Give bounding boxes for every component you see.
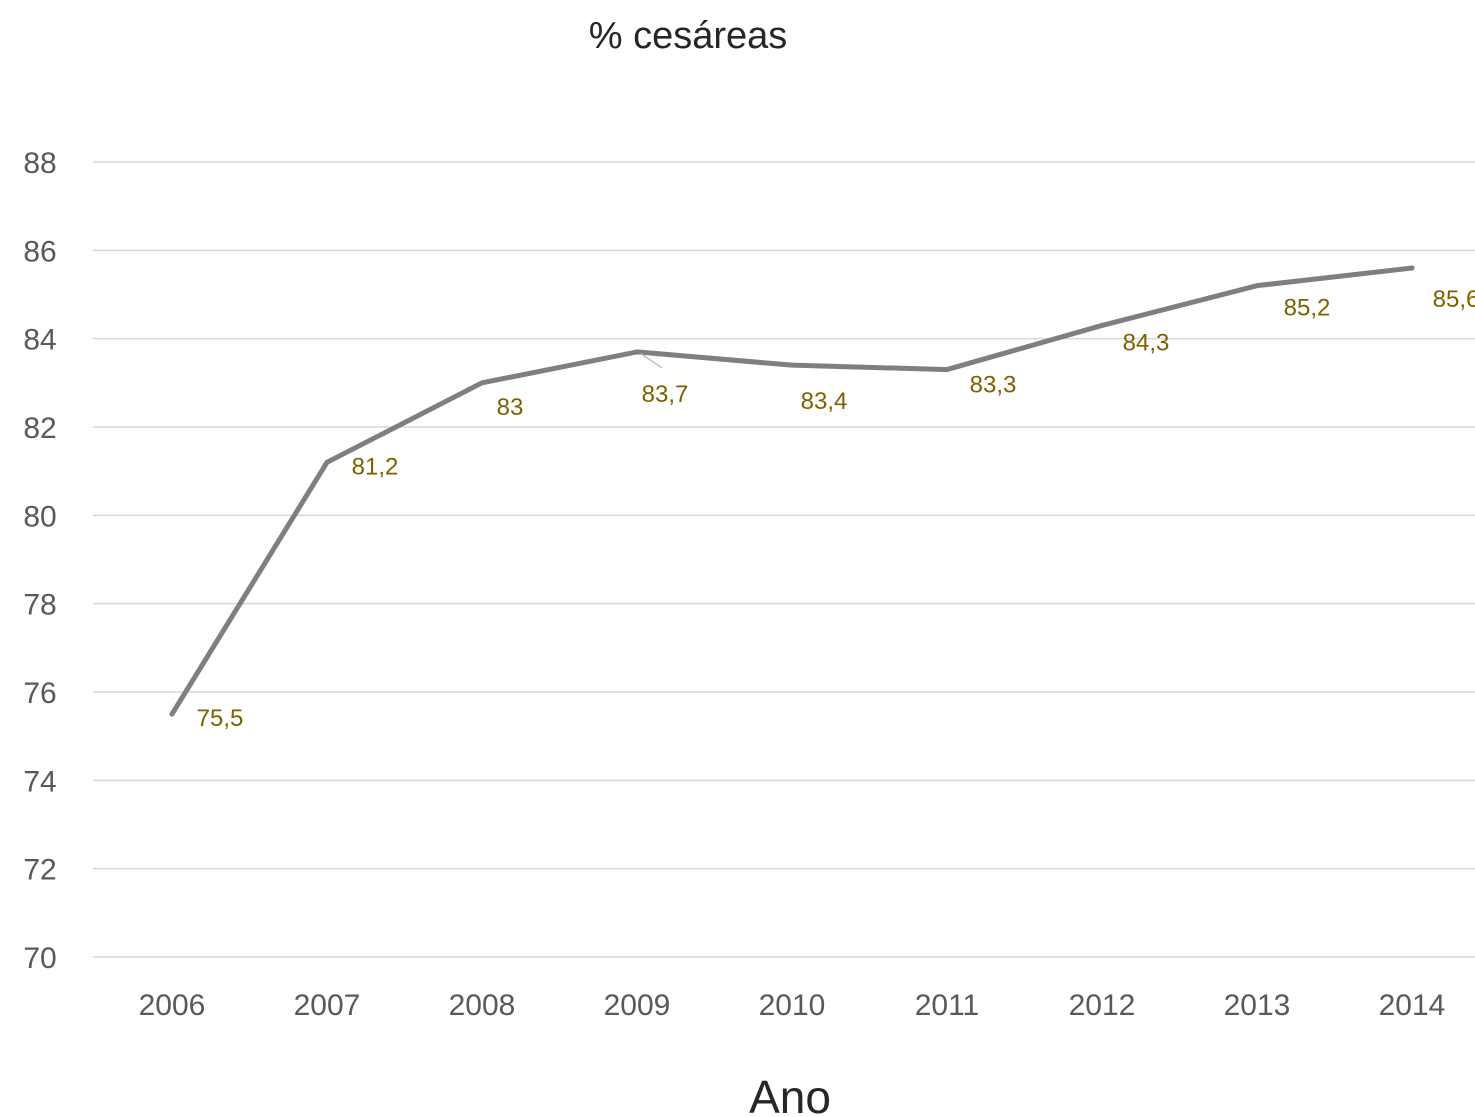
x-tick-label: 2011: [915, 989, 980, 1022]
x-tick-label: 2010: [759, 989, 826, 1022]
data-point: [479, 380, 485, 386]
data-label: 83: [497, 394, 524, 421]
data-label: 85,6: [1433, 286, 1475, 313]
data-point: [1254, 283, 1260, 289]
data-point: [634, 349, 640, 355]
x-tick-label: 2006: [139, 989, 206, 1022]
data-point: [324, 459, 330, 465]
data-label-leader-line: [640, 353, 663, 369]
data-label: 83,3: [970, 372, 1017, 399]
data-point: [789, 362, 795, 368]
x-tick-label: 2007: [294, 989, 361, 1022]
data-label: 83,7: [642, 381, 689, 408]
y-tick-label: 84: [23, 324, 56, 357]
x-tick-label: 2014: [1379, 989, 1446, 1022]
y-tick-label: 86: [23, 235, 56, 268]
data-point: [1099, 322, 1105, 328]
y-tick-label: 82: [23, 412, 56, 445]
x-tick-label: 2013: [1224, 989, 1291, 1022]
data-label: 83,4: [801, 388, 848, 415]
data-label: 75,5: [197, 705, 244, 732]
y-tick-label: 74: [23, 765, 56, 798]
gridlines: [93, 161, 1475, 958]
y-axis-ticks: 70 72 74 76 78 80 82 84 86 88: [23, 147, 56, 975]
x-tick-label: 2012: [1069, 989, 1136, 1022]
data-label: 85,2: [1284, 295, 1331, 322]
y-tick-label: 88: [23, 147, 56, 180]
y-tick-label: 70: [23, 942, 56, 975]
data-labels: 75,5 81,2 83 83,7 83,4 83,3 84,3 85,2 85,6: [197, 286, 1475, 732]
y-tick-label: 80: [23, 500, 56, 533]
series-layer: [169, 265, 1415, 717]
data-label: 81,2: [352, 453, 399, 480]
data-point: [1409, 265, 1415, 271]
data-point: [169, 711, 175, 717]
x-axis-ticks: 2006 2007 2008 2009 2010 2011 2012 2013 2014: [139, 989, 1446, 1022]
data-point: [944, 367, 950, 373]
x-axis-title: Ano: [749, 1071, 831, 1117]
x-tick-label: 2009: [604, 989, 671, 1022]
x-tick-label: 2008: [449, 989, 516, 1022]
chart-title: % cesáreas: [589, 15, 788, 57]
y-tick-label: 76: [23, 677, 56, 710]
y-tick-label: 72: [23, 854, 56, 887]
data-label: 84,3: [1123, 329, 1170, 356]
series-line: [169, 265, 1415, 717]
y-tick-label: 78: [23, 589, 56, 622]
